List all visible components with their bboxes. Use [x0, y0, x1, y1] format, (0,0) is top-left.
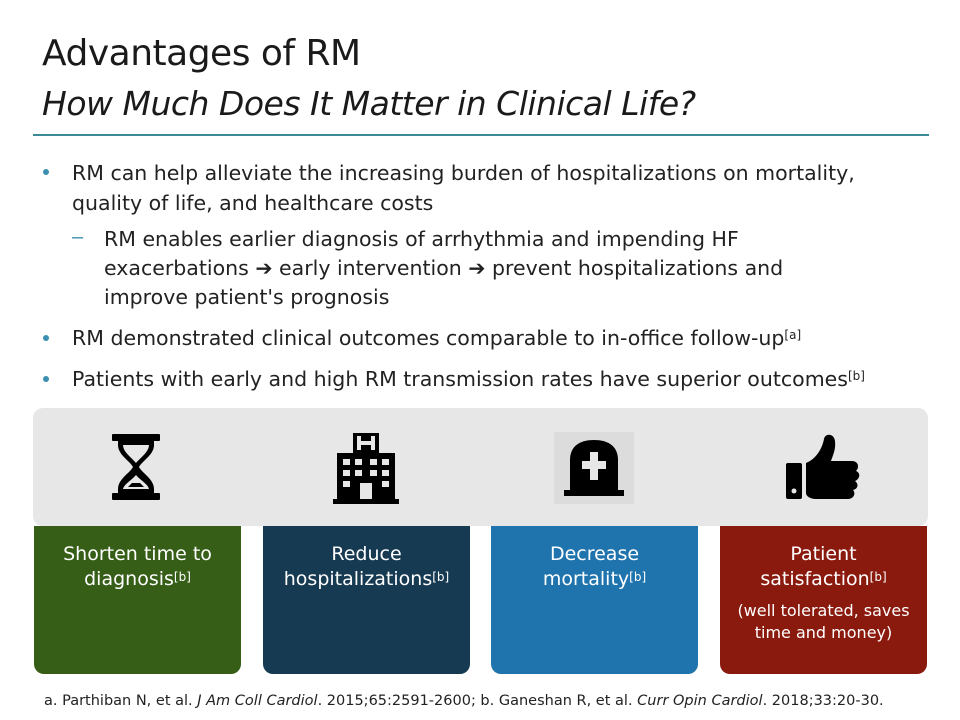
bullet-dot — [43, 376, 49, 382]
bullet-2-text: RM demonstrated clinical outcomes compar… — [72, 326, 785, 350]
sub-text-prevent: prevent hospitalizations and — [492, 256, 784, 280]
card-label-text: mortality — [542, 568, 630, 590]
sub-bullet-line-3: improve patient's prognosis — [104, 285, 390, 309]
footnote-a-rest: . 2015;65:2591-2600; b. Ganeshan R, et a… — [317, 693, 638, 709]
card-label-line-2: satisfaction[b] — [728, 567, 919, 592]
bullet-dot — [43, 169, 49, 175]
card-note: (well tolerated, saves time and money) — [737, 601, 910, 642]
bullet-2: RM demonstrated clinical outcomes compar… — [72, 325, 801, 352]
card-decrease-mortality: Decrease mortality[b] — [491, 526, 698, 674]
sub-bullet-line-2: exacerbations ➔ early intervention ➔ pre… — [104, 255, 783, 282]
footnote-a-prefix: a. Parthiban N, et al. — [44, 693, 198, 709]
card-label: Patient satisfaction[b] — [720, 542, 927, 592]
reference-marker: [b] — [629, 570, 647, 584]
bullet-1-line-1: RM can help alleviate the increasing bur… — [72, 161, 855, 185]
bullet-dot — [43, 335, 49, 341]
hourglass-icon — [112, 434, 160, 500]
card-label: Shorten time to diagnosis[b] — [34, 542, 241, 592]
reference-marker: [b] — [869, 570, 887, 584]
card-label-line-1: Shorten time to — [63, 543, 212, 565]
card-label-line-1: Patient — [790, 543, 857, 565]
card-label: Reduce hospitalizations[b] — [263, 542, 470, 592]
card-label-line-1: Reduce — [331, 543, 402, 565]
footnote-a-journal: J Am Coll Cardiol — [197, 693, 318, 709]
hospital-icon — [333, 433, 399, 504]
card-reduce-hospitalizations: Reduce hospitalizations[b] — [263, 526, 470, 674]
card-label-line-2: mortality[b] — [499, 567, 690, 592]
card-label-text: hospitalizations — [283, 568, 433, 590]
card-label-line-2: diagnosis[b] — [42, 567, 233, 592]
thumbs-up-icon — [786, 434, 860, 499]
bullet-3: Patients with early and high RM transmis… — [72, 366, 865, 393]
arrow-right-icon: ➔ — [468, 256, 486, 280]
footnote-b-journal: Curr Opin Cardiol — [637, 693, 763, 709]
card-label-line-2: hospitalizations[b] — [271, 567, 462, 592]
sub-text-exacerbations: exacerbations — [104, 256, 249, 280]
slide-subtitle: How Much Does It Matter in Clinical Life… — [42, 84, 696, 123]
slide-title: Advantages of RM — [42, 33, 361, 74]
reference-marker: [b] — [847, 369, 865, 383]
sub-bullet-line-1: RM enables earlier diagnosis of arrhythm… — [104, 227, 739, 251]
reference-marker: [b] — [173, 570, 191, 584]
reference-marker: [b] — [432, 570, 450, 584]
title-divider — [33, 134, 929, 136]
arrow-right-icon: ➔ — [255, 256, 273, 280]
card-patient-satisfaction: Patient satisfaction[b] (well tolerated,… — [720, 526, 927, 674]
icon-band — [33, 408, 928, 526]
bullet-3-text: Patients with early and high RM transmis… — [72, 367, 848, 391]
bullet-1-line-2: quality of life, and healthcare costs — [72, 191, 434, 215]
sub-text-early-intervention: early intervention — [279, 256, 462, 280]
footnote-b-rest: . 2018;33:20-30. — [762, 693, 884, 709]
tombstone-icon — [554, 432, 634, 504]
card-shorten-time: Shorten time to diagnosis[b] — [34, 526, 241, 674]
sub-bullet-dash: – — [72, 226, 84, 248]
card-label-text: satisfaction — [760, 568, 870, 590]
card-label-line-1: Decrease — [549, 543, 640, 565]
footnote: a. Parthiban N, et al. J Am Coll Cardiol… — [44, 693, 884, 709]
reference-marker: [a] — [784, 328, 802, 342]
card-label-text: diagnosis — [84, 568, 174, 590]
card-label: Decrease mortality[b] — [491, 542, 698, 592]
